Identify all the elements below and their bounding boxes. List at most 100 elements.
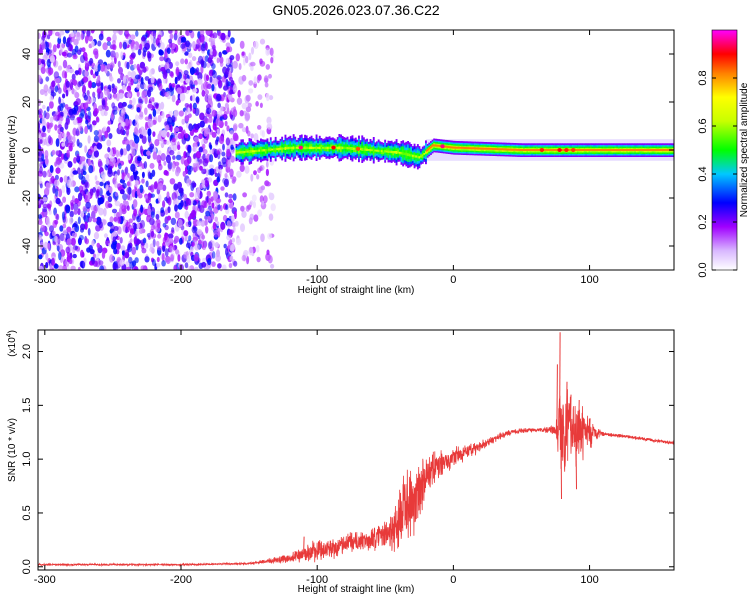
band-cell (415, 157, 418, 160)
noise-blob (209, 76, 213, 83)
band-cell (300, 137, 303, 141)
band-cell (338, 155, 341, 159)
noise-blob (129, 228, 134, 235)
noise-blob (66, 36, 72, 46)
noise-blob (42, 30, 47, 39)
noise-blob (174, 211, 180, 219)
band-cell (376, 143, 378, 146)
band-cell (591, 143, 594, 146)
noise-blob (62, 59, 68, 69)
noise-blob (162, 222, 167, 228)
noise-blob (257, 94, 263, 100)
band-cell (238, 153, 241, 156)
noise-blob (87, 158, 91, 167)
hot-spot (298, 145, 303, 150)
noise-blob (201, 234, 206, 240)
band-cell (333, 142, 336, 145)
noise-blob (201, 240, 205, 249)
band-cell (390, 145, 393, 149)
band-cell (248, 149, 251, 153)
noise-blob (108, 133, 113, 139)
noise-blob (115, 192, 118, 197)
noise-blob (239, 110, 244, 117)
noise-blob (131, 189, 136, 198)
band-cell (629, 143, 632, 146)
noise-blob (103, 207, 107, 217)
band-cell (291, 142, 293, 145)
band-cell (482, 141, 485, 144)
band-cell (313, 146, 316, 149)
noise-blob (143, 83, 147, 90)
noise-blob (147, 78, 151, 85)
noise-blob (255, 101, 259, 107)
band-cell (348, 148, 351, 152)
noise-blob (152, 131, 156, 138)
noise-blob (65, 204, 71, 214)
band-cell (425, 156, 427, 159)
noise-blob (107, 120, 112, 125)
noise-blob (251, 194, 257, 202)
noise-blob (143, 161, 148, 169)
noise-blob (77, 192, 83, 202)
noise-blob (54, 219, 59, 225)
noise-blob (144, 107, 148, 116)
band-cell (281, 144, 284, 148)
noise-blob (123, 199, 127, 205)
band-cell (586, 143, 589, 146)
band-cell (333, 150, 336, 153)
band-cell (385, 146, 388, 149)
noise-blob (211, 63, 216, 70)
noise-blob (255, 245, 260, 253)
noise-blob (157, 114, 162, 123)
band-cell (415, 152, 418, 156)
band-cell (666, 143, 669, 146)
band-cell (400, 159, 403, 163)
noise-blob (166, 131, 170, 138)
noise-blob (262, 195, 268, 204)
noise-blob (226, 148, 231, 157)
noise-blob (47, 242, 51, 250)
noise-blob (217, 203, 221, 211)
band-cell (238, 151, 241, 154)
noise-blob (267, 232, 272, 240)
noise-blob (180, 191, 185, 198)
noise-blob (179, 78, 184, 83)
band-cell (274, 136, 277, 140)
band-cell (380, 157, 383, 160)
band-cell (358, 156, 360, 160)
noise-blob (207, 241, 213, 250)
band-cell (395, 150, 398, 154)
band-cell (242, 161, 244, 165)
noise-blob (198, 239, 202, 245)
noise-blob (147, 192, 152, 201)
noise-blob (63, 110, 68, 119)
noise-blob (214, 242, 219, 248)
noise-blob (268, 95, 274, 101)
band-cell (295, 141, 298, 144)
snr-panel: -300 -200 -100 0 100 0.00.51.01.52.0 Height … (6, 329, 675, 595)
band-cell (421, 161, 424, 164)
band-cell (547, 143, 550, 146)
noise-blob (55, 188, 58, 197)
noise-blob (40, 59, 46, 64)
snr-spike (412, 486, 414, 503)
noise-blob (240, 223, 245, 233)
band-cell (557, 143, 560, 146)
noise-blob (44, 231, 49, 237)
noise-blob (198, 146, 204, 153)
noise-blob (66, 149, 70, 158)
noise-blob (39, 89, 45, 95)
noise-blob (195, 96, 200, 103)
snr-spike (560, 430, 562, 500)
noise-blob (126, 143, 131, 152)
noise-blob (43, 187, 50, 197)
noise-blob (79, 238, 82, 244)
band-cell (261, 144, 264, 147)
noise-blob (234, 134, 239, 142)
noise-blob (263, 75, 269, 84)
noise-blob (191, 56, 197, 62)
noise-blob (67, 161, 73, 168)
noise-blob (220, 116, 224, 121)
noise-blob (125, 118, 129, 127)
noise-blob (117, 169, 120, 176)
